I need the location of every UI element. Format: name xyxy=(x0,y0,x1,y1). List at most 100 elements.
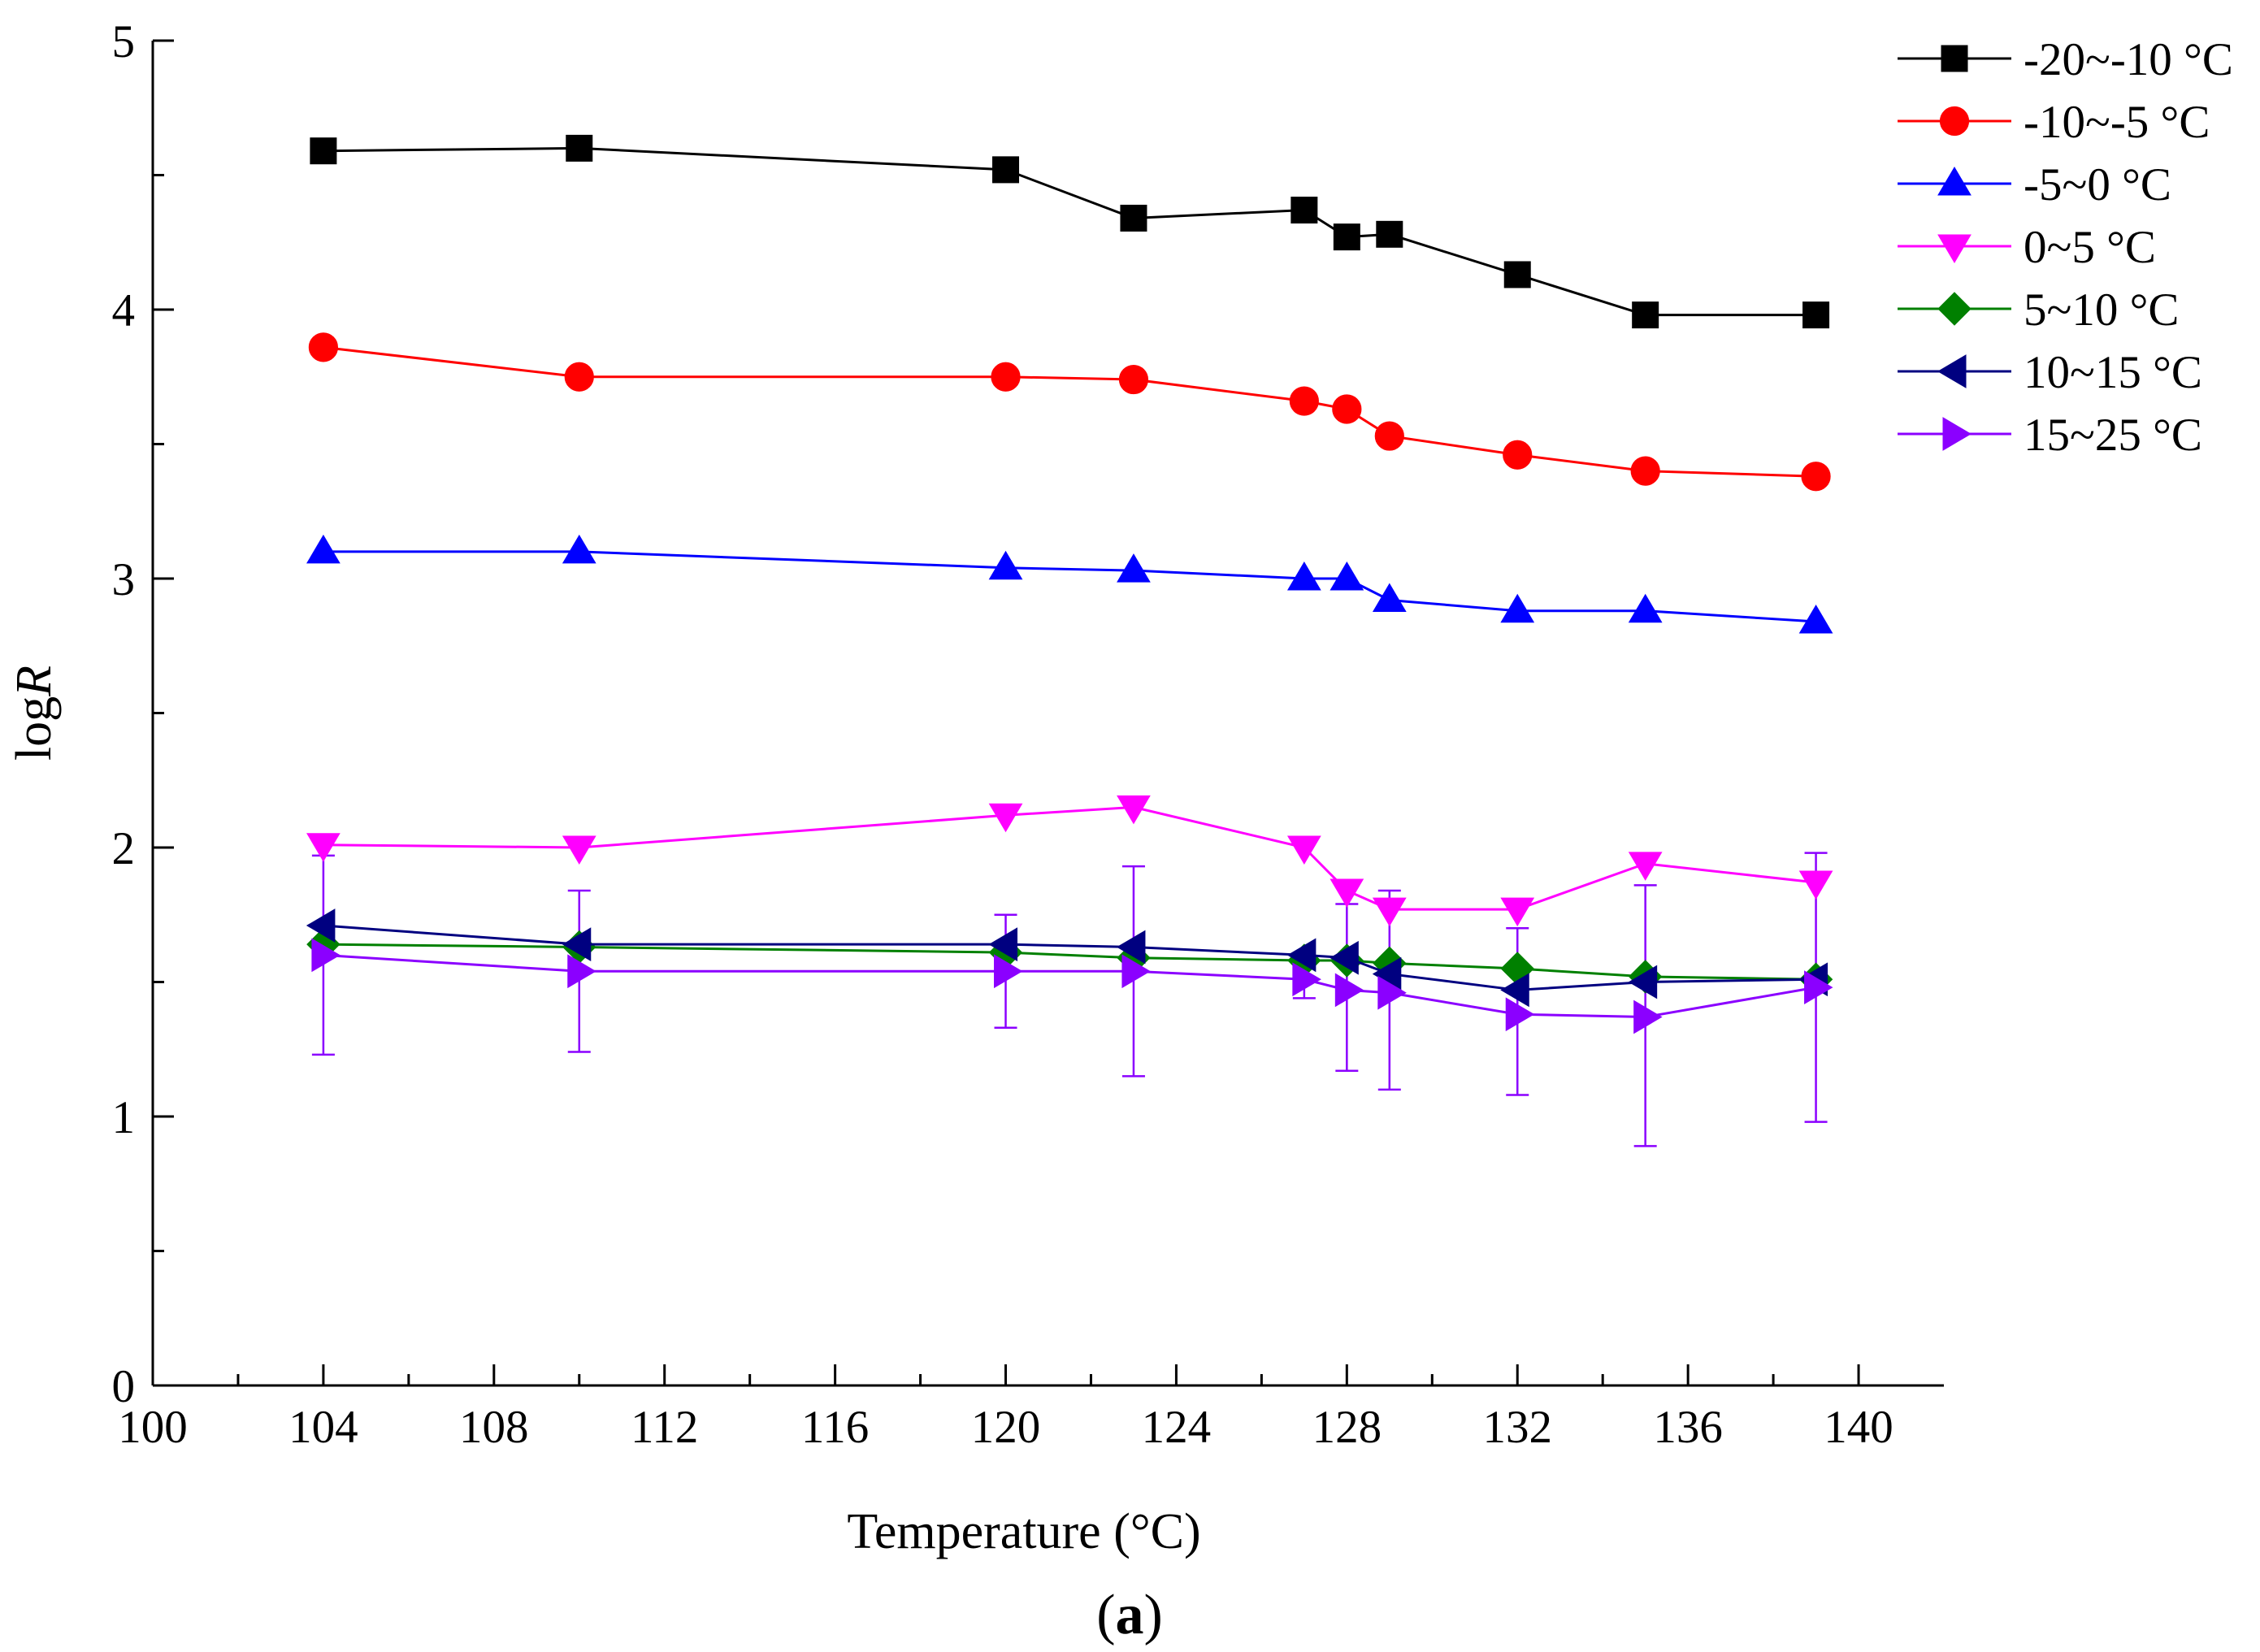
y-tick-label: 1 xyxy=(112,1092,136,1143)
legend-label: -20~-10 °C xyxy=(2024,34,2233,85)
data-point xyxy=(1292,962,1321,997)
data-point xyxy=(1332,394,1362,424)
data-point xyxy=(1117,553,1151,583)
data-point xyxy=(988,927,1018,962)
data-point xyxy=(1632,301,1659,329)
data-point xyxy=(988,550,1023,580)
data-point xyxy=(1798,870,1833,900)
data-point xyxy=(306,833,341,862)
error-bars xyxy=(311,852,1828,1147)
data-point xyxy=(1628,965,1658,999)
legend-marker xyxy=(1937,234,1972,263)
y-tick-label: 5 xyxy=(112,16,136,67)
series-line xyxy=(323,345,1816,478)
x-tick-label: 108 xyxy=(459,1402,529,1453)
legend-item: -5~0 °C xyxy=(1898,159,2171,210)
legend-item: -10~-5 °C xyxy=(1898,97,2210,148)
data-point xyxy=(1120,204,1147,232)
data-point xyxy=(1372,583,1407,612)
data-point xyxy=(1505,997,1535,1032)
x-tick-label: 112 xyxy=(631,1402,698,1453)
series-line xyxy=(323,943,1816,981)
legend-item: 10~15 °C xyxy=(1898,347,2202,398)
series-line xyxy=(323,805,1816,911)
x-tick-label: 136 xyxy=(1653,1402,1723,1453)
series-1 xyxy=(310,134,1830,329)
panel-label-open: ( xyxy=(1096,1584,1115,1646)
panel-label-close: ) xyxy=(1144,1584,1163,1646)
data-point xyxy=(1286,835,1321,865)
data-point xyxy=(988,803,1023,833)
legend-marker xyxy=(1937,167,1972,196)
series-3 xyxy=(306,534,1833,634)
data-point xyxy=(1334,973,1364,1008)
data-point xyxy=(1633,999,1663,1034)
data-point xyxy=(1372,897,1407,927)
data-point xyxy=(1630,456,1660,486)
series-group xyxy=(306,134,1833,1034)
series-line xyxy=(323,953,1816,1019)
legend-item: -20~-10 °C xyxy=(1898,34,2233,85)
data-point xyxy=(1290,197,1318,224)
data-point xyxy=(1333,223,1360,251)
x-axis-title: Temperature (°C) xyxy=(847,1504,1200,1559)
data-point xyxy=(991,362,1021,392)
series-2 xyxy=(308,332,1831,492)
data-point xyxy=(1330,878,1364,908)
x-tick-label: 128 xyxy=(1312,1402,1382,1453)
data-point xyxy=(1116,930,1146,965)
x-tick-label: 120 xyxy=(971,1402,1041,1453)
data-point xyxy=(567,954,596,989)
legend-label: -5~0 °C xyxy=(2024,159,2171,210)
x-tick-label: 124 xyxy=(1142,1402,1212,1453)
series-line xyxy=(323,924,1816,991)
data-point xyxy=(1802,301,1830,329)
y-tick-label: 3 xyxy=(112,554,136,605)
data-point xyxy=(1500,593,1535,623)
x-tick-label: 116 xyxy=(801,1402,869,1453)
data-point xyxy=(306,534,341,564)
legend-marker xyxy=(1942,417,1972,451)
data-point xyxy=(1330,940,1359,975)
legend-label: 0~5 °C xyxy=(2024,222,2156,273)
data-point xyxy=(564,362,594,392)
data-point xyxy=(1121,954,1151,989)
data-point xyxy=(1503,440,1533,470)
legend-item: 0~5 °C xyxy=(1898,222,2156,273)
y-tick-label: 2 xyxy=(112,823,136,874)
data-point xyxy=(1117,795,1151,825)
data-point xyxy=(1500,897,1535,927)
data-point xyxy=(1628,852,1663,881)
data-point xyxy=(1374,421,1404,451)
data-point xyxy=(1286,562,1321,591)
legend: -20~-10 °C -10~-5 °C -5~0 °C 0~5 °C 5~10 °C 1… xyxy=(1898,34,2233,461)
data-point xyxy=(1377,975,1407,1010)
y-tick-label: 0 xyxy=(112,1361,136,1412)
data-point xyxy=(306,908,336,943)
legend-label: 15~25 °C xyxy=(2024,410,2202,461)
data-point xyxy=(1801,462,1831,492)
x-tick-label: 104 xyxy=(288,1402,358,1453)
data-point xyxy=(992,156,1020,184)
series-4 xyxy=(306,795,1833,927)
data-point xyxy=(310,137,337,165)
series-6 xyxy=(306,908,1828,1008)
y-axis-title-var: R xyxy=(7,666,62,697)
x-tick-label: 100 xyxy=(118,1402,188,1453)
legend-marker xyxy=(1939,106,1970,137)
data-point xyxy=(562,534,596,564)
legend-item: 15~25 °C xyxy=(1898,410,2202,461)
panel-label-letter: a xyxy=(1116,1584,1144,1646)
data-point xyxy=(1798,604,1833,634)
x-tick-label: 140 xyxy=(1824,1402,1893,1453)
data-point xyxy=(1804,970,1833,1004)
data-point xyxy=(308,332,339,362)
panel-label: (a) xyxy=(1096,1584,1163,1646)
legend-label: 10~15 °C xyxy=(2024,347,2202,398)
data-point xyxy=(1330,562,1364,591)
data-point xyxy=(994,954,1023,989)
series-line xyxy=(323,550,1816,623)
data-point xyxy=(1118,364,1149,395)
legend-marker xyxy=(1937,354,1967,388)
